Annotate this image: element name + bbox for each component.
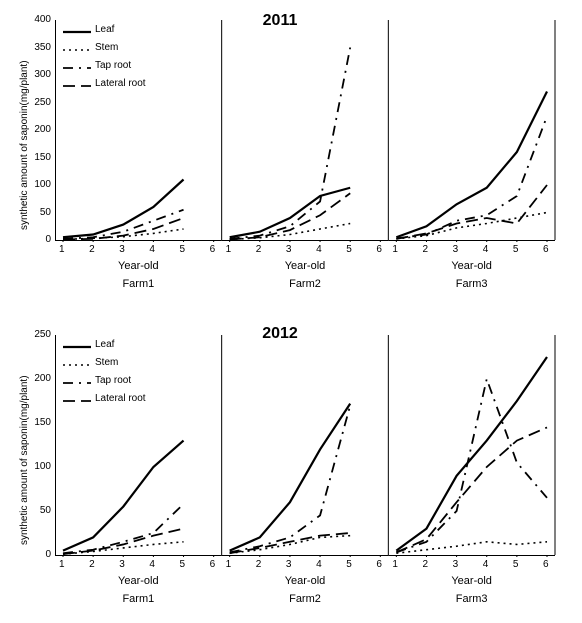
ytick-label: 300	[25, 69, 51, 80]
xtick-label: 1	[226, 559, 232, 570]
xtick-label: 4	[316, 559, 322, 570]
xtick-label: 1	[226, 244, 232, 255]
ytick-label: 250	[25, 97, 51, 108]
xtick-label: 4	[149, 559, 155, 570]
x-group-label: Year-old	[388, 575, 555, 587]
farm-label: Farm2	[222, 593, 389, 605]
panel-svg-p2011	[55, 20, 557, 242]
xtick-label: 1	[59, 559, 65, 570]
xtick-label: 1	[392, 244, 398, 255]
ytick-label: 400	[25, 14, 51, 25]
xtick-label: 6	[376, 559, 382, 570]
xtick-label: 5	[513, 559, 519, 570]
xtick-label: 2	[256, 559, 262, 570]
legend-label-lateral: Lateral root	[95, 79, 146, 90]
xtick-label: 6	[210, 559, 216, 570]
ytick-label: 200	[25, 124, 51, 135]
series-leaf	[230, 404, 351, 551]
ytick-label: 350	[25, 42, 51, 53]
xtick-label: 1	[392, 559, 398, 570]
ytick-label: 100	[25, 179, 51, 190]
xtick-label: 6	[543, 244, 549, 255]
farm-label: Farm3	[388, 593, 555, 605]
legend-label-stem: Stem	[95, 358, 118, 369]
xtick-label: 4	[149, 244, 155, 255]
series-leaf	[63, 441, 184, 551]
series-lateral	[396, 185, 547, 239]
series-tap	[230, 405, 351, 552]
series-tap	[230, 48, 351, 239]
legend-label-leaf: Leaf	[95, 25, 114, 36]
series-lateral	[230, 193, 351, 239]
xtick-label: 3	[286, 559, 292, 570]
xtick-label: 3	[119, 244, 125, 255]
legend-label-tap: Tap root	[95, 376, 131, 387]
legend-label-tap: Tap root	[95, 61, 131, 72]
y-axis-label: synthetic amount of saponin(mg/plant)	[19, 60, 30, 230]
xtick-label: 6	[376, 244, 382, 255]
series-stem	[63, 229, 184, 239]
xtick-label: 5	[513, 244, 519, 255]
xtick-label: 6	[543, 559, 549, 570]
farm-label: Farm2	[222, 278, 389, 290]
series-leaf	[396, 357, 547, 551]
xtick-label: 4	[483, 559, 489, 570]
x-group-label: Year-old	[222, 575, 389, 587]
ytick-label: 200	[25, 373, 51, 384]
ytick-label: 100	[25, 461, 51, 472]
xtick-label: 5	[346, 244, 352, 255]
xtick-label: 2	[89, 559, 95, 570]
xtick-label: 1	[59, 244, 65, 255]
legend-label-leaf: Leaf	[95, 340, 114, 351]
xtick-label: 4	[316, 244, 322, 255]
ytick-label: 0	[25, 549, 51, 560]
xtick-label: 3	[286, 244, 292, 255]
x-group-label: Year-old	[388, 260, 555, 272]
legend-label-stem: Stem	[95, 43, 118, 54]
x-group-label: Year-old	[55, 260, 222, 272]
ytick-label: 50	[25, 505, 51, 516]
series-leaf	[63, 180, 184, 238]
xtick-label: 2	[256, 244, 262, 255]
xtick-label: 5	[346, 559, 352, 570]
farm-label: Farm1	[55, 278, 222, 290]
legend-label-lateral: Lateral root	[95, 394, 146, 405]
series-leaf	[396, 92, 547, 238]
xtick-label: 2	[89, 244, 95, 255]
series-tap	[396, 379, 547, 552]
series-tap	[63, 504, 184, 553]
series-lateral	[63, 529, 184, 555]
xtick-label: 3	[453, 559, 459, 570]
ytick-label: 250	[25, 329, 51, 340]
panel-svg-p2012	[55, 335, 557, 557]
x-group-label: Year-old	[222, 260, 389, 272]
xtick-label: 2	[422, 244, 428, 255]
xtick-label: 6	[210, 244, 216, 255]
xtick-label: 5	[180, 559, 186, 570]
xtick-label: 3	[453, 244, 459, 255]
xtick-label: 2	[422, 559, 428, 570]
series-stem	[230, 224, 351, 240]
xtick-label: 5	[180, 244, 186, 255]
xtick-label: 4	[483, 244, 489, 255]
ytick-label: 50	[25, 207, 51, 218]
xtick-label: 3	[119, 559, 125, 570]
ytick-label: 150	[25, 417, 51, 428]
ytick-label: 0	[25, 234, 51, 245]
x-group-label: Year-old	[55, 575, 222, 587]
ytick-label: 150	[25, 152, 51, 163]
farm-label: Farm1	[55, 593, 222, 605]
farm-label: Farm3	[388, 278, 555, 290]
